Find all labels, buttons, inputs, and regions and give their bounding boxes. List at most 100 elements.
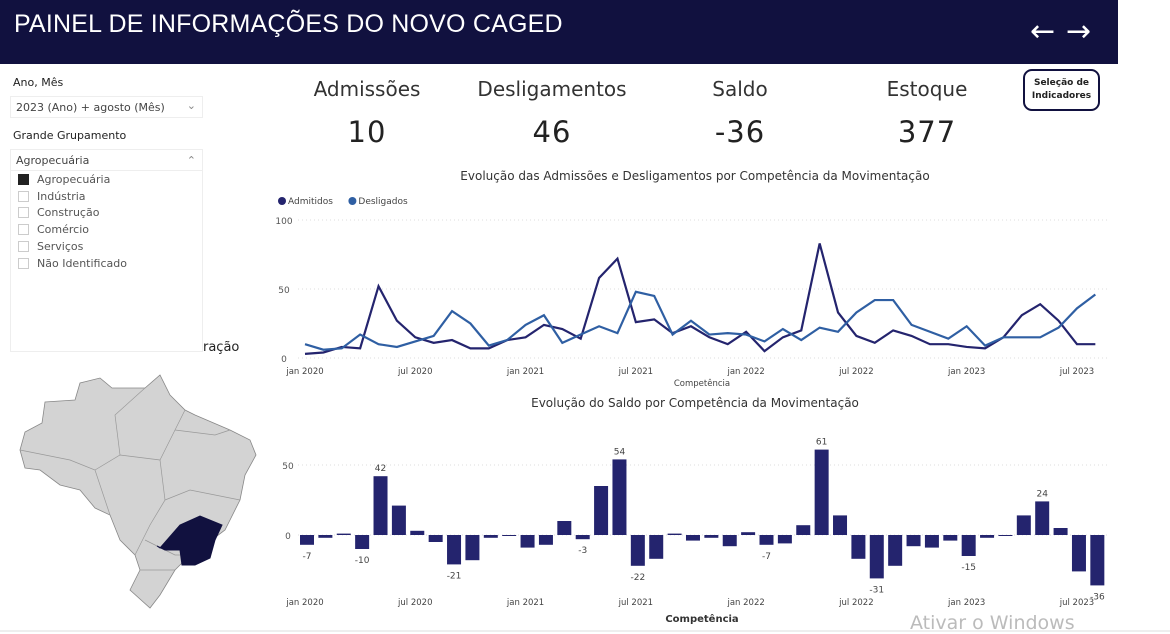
bar — [355, 535, 370, 549]
data-label: -21 — [447, 571, 462, 581]
bar — [924, 535, 939, 548]
button-line-2: Indicadores — [1031, 91, 1092, 101]
checkbox[interactable] — [18, 257, 29, 269]
legend-label: Admitidos — [288, 197, 333, 207]
bar — [906, 535, 921, 547]
bar — [777, 535, 792, 544]
y-tick-label: 0 — [285, 532, 291, 542]
bar — [1090, 535, 1105, 586]
bar — [851, 535, 866, 559]
bar — [796, 525, 811, 535]
selecao-indicadores-button[interactable]: Seleção de Indicadores — [1023, 69, 1100, 111]
data-label: -7 — [762, 552, 771, 562]
x-tick-label: jan 2020 — [285, 367, 323, 377]
bar — [391, 505, 406, 535]
data-label: -36 — [1090, 592, 1105, 602]
grupamento-option[interactable]: Agropecuária — [11, 171, 202, 188]
brazil-shape — [19, 374, 257, 609]
y-tick-label: 0 — [281, 355, 287, 365]
checkbox[interactable] — [18, 207, 29, 219]
kpi-card: Desligamentos 46 — [462, 77, 642, 149]
bottom-divider — [0, 630, 1170, 632]
bar — [1016, 515, 1031, 535]
bar — [704, 535, 719, 538]
bar — [483, 535, 498, 538]
bar — [538, 535, 553, 545]
x-axis-label: Competência — [665, 613, 738, 625]
option-label: Construção — [37, 206, 100, 220]
legend-marker — [278, 197, 286, 205]
bar — [814, 449, 829, 535]
arrow-left-icon[interactable]: ← — [1030, 14, 1056, 49]
kpi-value: 10 — [347, 115, 387, 149]
arrow-right-icon[interactable]: → — [1066, 14, 1092, 49]
bar — [961, 535, 976, 556]
bar — [741, 532, 756, 535]
kpi-card: Estoque 377 — [837, 77, 1017, 149]
bar — [759, 535, 774, 545]
bar — [318, 535, 333, 538]
ano-mes-dropdown[interactable]: 2023 (Ano) + agosto (Mês) ⌄ — [10, 96, 203, 118]
x-axis-label: Competência — [674, 378, 730, 389]
x-tick-label: jul 2023 — [1059, 367, 1094, 377]
bar — [1071, 535, 1086, 572]
checkbox[interactable] — [18, 173, 29, 185]
data-label: 24 — [1036, 489, 1048, 499]
option-label: Comércio — [37, 223, 90, 237]
series-line-admitidos — [304, 243, 1096, 355]
map-title-fragment: ração — [203, 340, 240, 355]
bar — [1053, 528, 1068, 535]
kpi-label: Admissões — [313, 77, 421, 101]
kpi-value: -36 — [714, 115, 766, 149]
option-label: Não Identificado — [37, 256, 127, 270]
series-line-desligados — [304, 290, 1097, 351]
bar — [722, 535, 737, 547]
data-label: -7 — [303, 552, 312, 562]
x-tick-label: jul 2020 — [397, 367, 432, 377]
line-chart-title: Evolução das Admissões e Desligamentos p… — [460, 169, 930, 183]
grupamento-option[interactable]: Indústria — [11, 188, 202, 205]
kpi-card: Admissões 10 — [277, 77, 457, 149]
grupamento-options-list: Agropecuária Indústria Construção Comércio S… — [10, 171, 203, 352]
grupamento-option[interactable]: Construção — [11, 205, 202, 222]
bar — [336, 533, 351, 535]
kpi-label: Saldo — [712, 77, 768, 101]
header-bar: PAINEL DE INFORMAÇÕES DO NOVO CAGED ← → — [0, 0, 1118, 64]
bar — [447, 535, 462, 565]
bar — [888, 535, 903, 566]
grupamento-option[interactable]: Não Identificado — [11, 255, 202, 272]
ano-mes-value: 2023 (Ano) + agosto (Mês) — [16, 101, 165, 114]
data-label: 54 — [614, 447, 626, 457]
checkbox[interactable] — [18, 241, 29, 253]
bar-chart-title: Evolução do Saldo por Competência da Mov… — [531, 396, 859, 410]
data-label: -15 — [961, 563, 976, 573]
bar — [373, 476, 388, 535]
bar — [594, 486, 609, 535]
brazil-map — [19, 374, 257, 609]
kpi-value: 377 — [897, 115, 957, 149]
bar — [520, 535, 535, 548]
data-label: -22 — [630, 573, 645, 583]
bar — [998, 535, 1013, 536]
bar — [980, 535, 995, 538]
bar — [630, 535, 645, 566]
x-tick-label: jan 2021 — [506, 598, 544, 608]
x-tick-label: jan 2020 — [285, 598, 323, 608]
grupamento-dropdown[interactable]: Agropecuária ⌃ — [10, 149, 203, 171]
y-tick-label: 50 — [278, 286, 290, 296]
minas-gerais-state[interactable] — [156, 515, 223, 566]
bar — [575, 535, 590, 540]
legend-label: Desligados — [358, 197, 408, 207]
grupamento-option[interactable]: Serviços — [11, 238, 202, 255]
grupamento-label: Grande Grupamento — [13, 129, 127, 142]
bar — [833, 515, 848, 535]
bar — [943, 535, 958, 541]
checkbox[interactable] — [18, 190, 29, 202]
grupamento-option[interactable]: Comércio — [11, 221, 202, 238]
x-tick-label: jan 2021 — [506, 367, 544, 377]
bar — [667, 533, 682, 535]
checkbox[interactable] — [18, 224, 29, 236]
bar — [1035, 501, 1050, 535]
x-tick-label: jan 2022 — [726, 367, 764, 377]
bar — [502, 535, 517, 536]
